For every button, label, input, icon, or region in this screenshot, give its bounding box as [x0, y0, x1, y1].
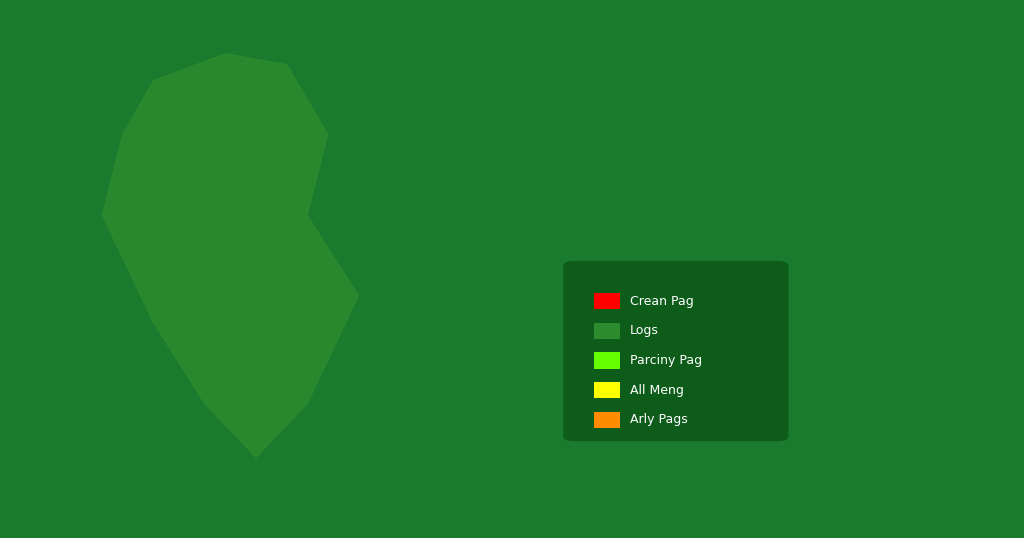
- FancyBboxPatch shape: [594, 382, 620, 398]
- FancyBboxPatch shape: [594, 352, 620, 369]
- Text: Arly Pags: Arly Pags: [630, 413, 687, 426]
- Text: All Meng: All Meng: [630, 384, 684, 397]
- FancyBboxPatch shape: [594, 323, 620, 339]
- FancyBboxPatch shape: [594, 293, 620, 309]
- Text: Crean Pag: Crean Pag: [630, 295, 693, 308]
- Text: Logs: Logs: [630, 324, 658, 337]
- FancyBboxPatch shape: [594, 412, 620, 428]
- FancyBboxPatch shape: [563, 261, 788, 441]
- Polygon shape: [102, 54, 358, 457]
- Text: Parciny Pag: Parciny Pag: [630, 354, 701, 367]
